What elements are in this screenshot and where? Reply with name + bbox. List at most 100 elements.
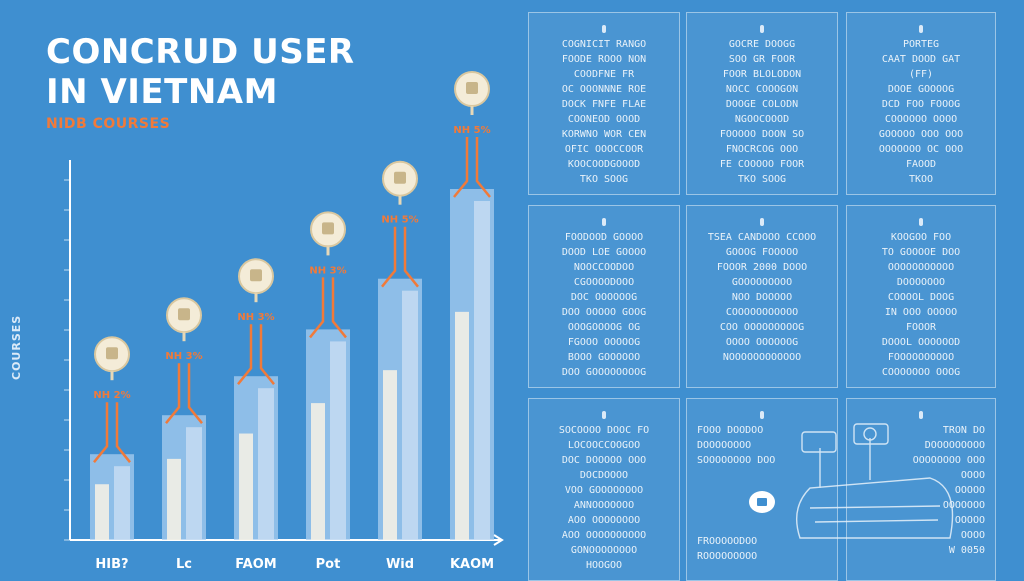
panel-text-line: FE COOOOO FOOR [719, 159, 805, 170]
info-panel: COGNICIT RANGO FOODE ROOO NON COODFNE FR OC… [528, 12, 680, 195]
panel-text-line: TKOO [908, 174, 934, 185]
bar-inner [114, 466, 130, 540]
pin-icon [602, 25, 606, 33]
bulb-glyph [106, 347, 118, 360]
panel-text-line: OOOO [960, 530, 985, 541]
data-label: NH 2% [93, 390, 130, 401]
bar-inner [455, 311, 469, 540]
panel-text-line: OOOOO [954, 515, 985, 526]
panel-text-line: NGOOCOOOD [734, 114, 790, 125]
panel-text-line: DOOOL OOOOOOD [881, 337, 961, 348]
category-label: HIB? [95, 557, 128, 572]
panel-text-line: FOOO DOODOO [697, 425, 764, 436]
page-title: CONCRUD USER IN VIETNAM [46, 32, 355, 112]
page-subtitle: NIDB COURSES [46, 116, 171, 132]
panel-text-line: DOOOOOOO [896, 277, 946, 288]
panel-text-line: W 0050 [948, 545, 985, 556]
panel-text-line: DOO GOOOOOOOOG [561, 367, 647, 378]
panel-text-line: HOOGOO [585, 560, 623, 571]
panel-text-line: OC OOONNNE ROE [561, 84, 647, 95]
panel-text-line: DOOGE COLODN [725, 99, 799, 110]
panel-text-line: LOCOOCCOOGOO [567, 440, 641, 451]
panel-text-line: NOOCCOODOO [573, 262, 635, 273]
bar-inner [186, 427, 202, 540]
panel-text-line: FOOOR [905, 322, 937, 333]
panel-text-line: KOOGOO FOO [890, 232, 952, 243]
panel-text-line: GOOOG FOOOOO [725, 247, 799, 258]
bar-connector [453, 137, 491, 198]
panel-text-line: OOOOOOO OC OOO [878, 144, 964, 155]
panel-text-line: VOO GOOOOOOOO [564, 485, 644, 496]
bar-inner [167, 458, 181, 540]
panel-text-line: NOO DOOOOO [731, 292, 793, 303]
panel-text-line: FOOR BLOLODON [722, 69, 802, 80]
panel-text-line: DOCDOOOO [579, 470, 629, 481]
panel-text-line: COODFNE FR [573, 69, 635, 80]
panel-text-line: OOOGOOOOG OG [567, 322, 641, 333]
bar-connector [381, 226, 419, 288]
panel-text-line: DOOE GOOOOG [887, 84, 955, 95]
panel-text-line: TRON DO [942, 425, 985, 436]
bar-inner [330, 341, 346, 540]
data-label: NH 5% [453, 125, 490, 136]
data-label: NH 3% [165, 351, 202, 362]
panel-text-line: OOOOOOO [942, 500, 985, 511]
panel-text-line: IN OOO OOOOO [884, 307, 958, 318]
panel-text-line: GOCRE DOOGG [728, 39, 796, 50]
title-line-2: IN VIETNAM [46, 72, 278, 112]
panel-text-line: DCD FOO FOOOG [881, 99, 961, 110]
bar-inner [383, 370, 397, 540]
bar-inner [311, 403, 325, 540]
pin-icon [919, 25, 923, 33]
panel-text-line: OOOOO [954, 485, 985, 496]
panel-text-line: COGNICIT RANGO [561, 39, 647, 50]
category-label: KAOM [450, 557, 494, 572]
panel-text-line: NOCC COOOGON [725, 84, 799, 95]
info-panel: FOODOOD GOOOO DOOD LOE GOOOO NOOCCOODOO CGO… [528, 205, 680, 388]
panel-text-line: (FF) [908, 69, 934, 80]
panel-text-line: GONOOOOOOOO [570, 545, 638, 556]
sketch-illustration [796, 423, 954, 539]
panel-text-line: TSEA CANDOOO CCOOO [707, 232, 817, 243]
panel-text-line: AOO OOOOOOOO [567, 515, 641, 526]
panel-text-line: KOOCOODGOOOD [567, 159, 641, 170]
pin-icon [919, 218, 923, 226]
pin-icon [602, 218, 606, 226]
panel-text-line: COOOOOOOOOOO [725, 307, 799, 318]
camera-icon [749, 491, 775, 513]
bulb-glyph [178, 308, 190, 321]
bar-inner [95, 484, 109, 540]
data-label: NH 3% [237, 312, 274, 323]
panel-text-line: KORWNO WOR CEN [561, 129, 647, 140]
panel-text-line: COOOOOO OOOO [884, 114, 958, 125]
pin-icon [760, 411, 764, 419]
panel-text-line: GOOOOOOOOO [731, 277, 793, 288]
panel-text-line: ROOOOOOOOO [697, 551, 758, 562]
panel-text-line: FAOOD [905, 159, 937, 170]
pin-icon [760, 25, 764, 33]
panel-text-line: OOOOOOOO OOO [912, 455, 985, 466]
panel-text-line: DOOD LOE GOOOO [561, 247, 647, 258]
bulb-glyph [394, 171, 406, 184]
bulb-glyph [322, 222, 334, 235]
bar-connector [309, 277, 347, 339]
panel-text-line: DOCK FNFE FLAE [561, 99, 647, 110]
panel-text-line: FROOOOODOO [697, 536, 758, 547]
panel-text-line: OFIC OOOCCOOR [564, 144, 644, 155]
panel-text-line: NOOOOOOOOOOOO [722, 352, 802, 363]
panel-text-line: FNOCRCOG OOO [725, 144, 799, 155]
bulb-glyph [250, 269, 262, 282]
bar-inner [258, 388, 274, 540]
panel-text-line: FOOOR 2000 DOOO [716, 262, 808, 273]
panel-text-line: FGOOO OOOOOG [567, 337, 641, 348]
panel-text-line: FOODOOD GOOOO [564, 232, 644, 243]
pin-icon [919, 411, 923, 419]
panel-text-line: OOOOOOOOOOO [887, 262, 955, 273]
x-axis-arrow [493, 534, 504, 546]
panel-text-line: TO GOOOOE DOO [881, 247, 961, 258]
panel-text-line: GOOOOO OOO OOO [878, 129, 964, 140]
panel-text-line: COOOOL DOOG [887, 292, 955, 303]
panel-text-line: AOO OOOOOOOOOO [561, 530, 647, 541]
info-panel: SOCOOOO DOOC FO LOCOOCCOOGOO DOC DOOOOO OO… [528, 398, 680, 581]
bulb-glyph [466, 82, 478, 94]
